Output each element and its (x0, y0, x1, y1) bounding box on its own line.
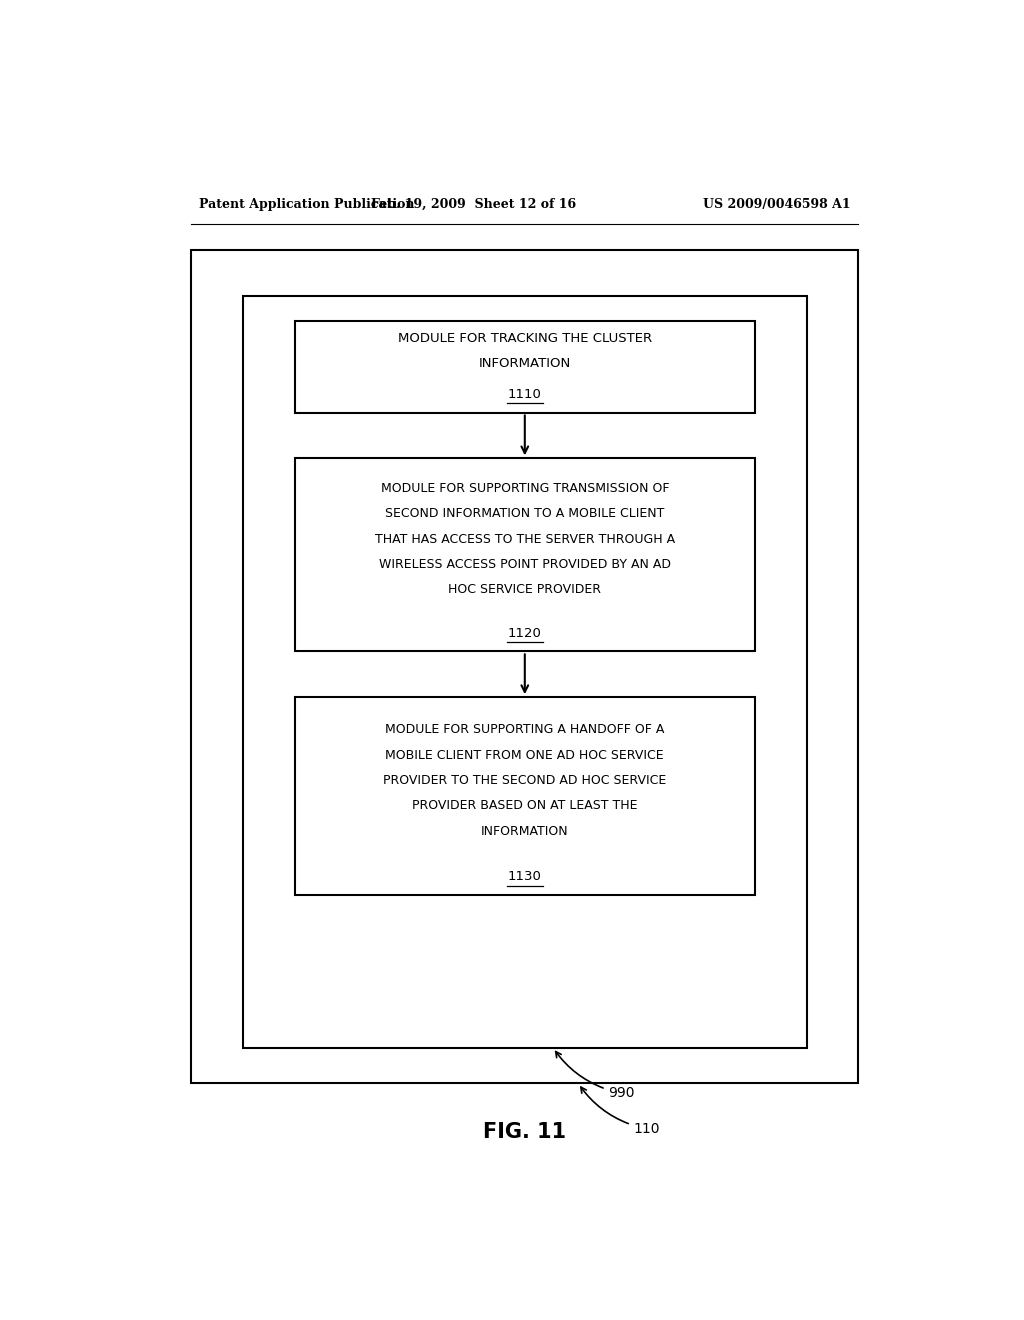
Text: US 2009/0046598 A1: US 2009/0046598 A1 (702, 198, 850, 211)
Text: MODULE FOR SUPPORTING A HANDOFF OF A: MODULE FOR SUPPORTING A HANDOFF OF A (385, 723, 665, 737)
Text: INFORMATION: INFORMATION (478, 358, 571, 370)
Text: THAT HAS ACCESS TO THE SERVER THROUGH A: THAT HAS ACCESS TO THE SERVER THROUGH A (375, 532, 675, 545)
Text: 990: 990 (556, 1052, 635, 1101)
Text: HOC SERVICE PROVIDER: HOC SERVICE PROVIDER (449, 583, 601, 597)
Text: PROVIDER TO THE SECOND AD HOC SERVICE: PROVIDER TO THE SECOND AD HOC SERVICE (383, 774, 667, 787)
Text: Feb. 19, 2009  Sheet 12 of 16: Feb. 19, 2009 Sheet 12 of 16 (371, 198, 575, 211)
Text: 1110: 1110 (508, 388, 542, 401)
Bar (295, 697, 755, 895)
Bar (191, 249, 858, 1084)
Text: PROVIDER BASED ON AT LEAST THE: PROVIDER BASED ON AT LEAST THE (412, 800, 638, 812)
Text: INFORMATION: INFORMATION (481, 825, 568, 838)
Text: SECOND INFORMATION TO A MOBILE CLIENT: SECOND INFORMATION TO A MOBILE CLIENT (385, 507, 665, 520)
Text: MODULE FOR TRACKING THE CLUSTER: MODULE FOR TRACKING THE CLUSTER (397, 331, 652, 345)
Text: Patent Application Publication: Patent Application Publication (200, 198, 415, 211)
Text: WIRELESS ACCESS POINT PROVIDED BY AN AD: WIRELESS ACCESS POINT PROVIDED BY AN AD (379, 558, 671, 572)
Bar (243, 296, 807, 1048)
Bar (295, 321, 755, 412)
Text: FIG. 11: FIG. 11 (483, 1122, 566, 1142)
Text: 1130: 1130 (508, 870, 542, 883)
Bar (295, 458, 755, 651)
Text: 1120: 1120 (508, 627, 542, 640)
Text: MOBILE CLIENT FROM ONE AD HOC SERVICE: MOBILE CLIENT FROM ONE AD HOC SERVICE (385, 748, 665, 762)
Text: 110: 110 (581, 1088, 660, 1137)
Text: MODULE FOR SUPPORTING TRANSMISSION OF: MODULE FOR SUPPORTING TRANSMISSION OF (381, 482, 669, 495)
